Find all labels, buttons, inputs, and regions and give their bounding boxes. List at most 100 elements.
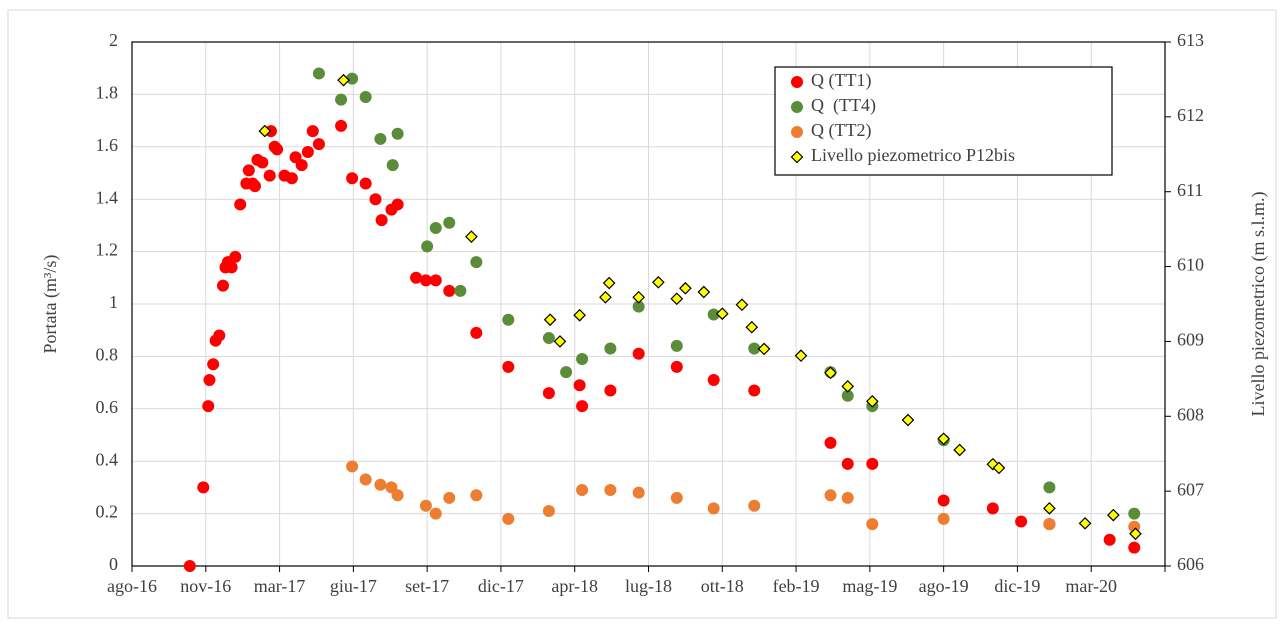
point xyxy=(470,489,483,502)
point xyxy=(285,172,298,185)
x-tick-label: ott-18 xyxy=(701,576,744,596)
point xyxy=(697,285,711,299)
point xyxy=(295,159,308,172)
y2-tick-label: 606 xyxy=(1177,554,1204,574)
point xyxy=(1128,507,1141,520)
point xyxy=(359,91,372,104)
point xyxy=(225,261,238,274)
point xyxy=(604,484,617,497)
point xyxy=(866,457,879,470)
point xyxy=(301,146,314,159)
point xyxy=(359,473,372,486)
point xyxy=(632,300,645,313)
y-tick-label: 1.8 xyxy=(96,83,119,103)
point xyxy=(632,347,645,360)
point xyxy=(454,284,467,297)
point xyxy=(937,432,950,446)
point xyxy=(429,507,442,520)
point xyxy=(335,93,348,106)
y2-tick-label: 608 xyxy=(1177,404,1204,424)
point xyxy=(337,73,350,87)
point xyxy=(599,290,612,304)
point xyxy=(1043,518,1056,531)
x-tick-label: mar-17 xyxy=(254,576,306,596)
point xyxy=(248,180,261,193)
point xyxy=(386,159,399,172)
point xyxy=(937,494,950,507)
point xyxy=(841,491,854,504)
point xyxy=(419,499,432,512)
point xyxy=(707,308,720,321)
x-tick-label: dic-19 xyxy=(994,576,1040,596)
point xyxy=(242,164,255,177)
point xyxy=(202,400,215,413)
point xyxy=(443,216,456,229)
point xyxy=(391,198,404,211)
point xyxy=(197,481,210,494)
point xyxy=(335,119,348,132)
point xyxy=(502,313,515,326)
point xyxy=(632,486,645,499)
y-tick-label: 2 xyxy=(109,30,118,50)
point xyxy=(937,512,950,525)
legend-label: Q (TT4) xyxy=(811,95,876,116)
point xyxy=(312,138,325,151)
point xyxy=(465,230,478,243)
legend-marker xyxy=(791,101,803,113)
point xyxy=(553,335,567,348)
point xyxy=(573,379,586,392)
point xyxy=(346,172,359,185)
marks xyxy=(183,67,1142,572)
point xyxy=(670,339,683,352)
point xyxy=(213,329,226,342)
point xyxy=(207,358,220,371)
point xyxy=(542,332,555,345)
point xyxy=(651,275,665,289)
y-tick-label: 1.6 xyxy=(96,135,119,155)
point xyxy=(748,342,761,355)
point xyxy=(419,274,432,287)
point xyxy=(421,240,434,253)
point xyxy=(470,326,483,339)
point xyxy=(306,125,319,138)
y-tick-label: 0 xyxy=(109,554,118,574)
point xyxy=(824,366,837,380)
point xyxy=(1103,533,1116,546)
y2-tick-label: 607 xyxy=(1177,479,1204,499)
y-tick-label: 1.4 xyxy=(96,187,119,207)
point xyxy=(901,413,915,427)
y-tick-label: 1.2 xyxy=(96,240,119,260)
y2-tick-label: 611 xyxy=(1177,180,1203,200)
point xyxy=(757,342,771,356)
point xyxy=(841,389,854,402)
y-axis-label: Portata (m³/s) xyxy=(40,255,61,354)
y2-tick-label: 609 xyxy=(1177,330,1204,350)
legend-box xyxy=(774,66,1113,176)
point xyxy=(707,373,720,386)
point xyxy=(1107,508,1120,522)
point xyxy=(443,491,456,504)
point xyxy=(576,353,589,366)
legend-marker xyxy=(791,76,803,88)
point xyxy=(502,512,515,525)
point xyxy=(374,478,387,491)
point xyxy=(1043,481,1056,494)
point xyxy=(604,342,617,355)
y-tick-label: 0.2 xyxy=(96,502,119,522)
point xyxy=(679,281,692,295)
point xyxy=(1129,527,1142,541)
x-tick-label: ago-19 xyxy=(919,576,969,596)
y2-tick-label: 612 xyxy=(1177,105,1204,125)
point xyxy=(229,250,242,263)
point xyxy=(374,132,387,145)
point xyxy=(1078,516,1092,530)
point xyxy=(346,460,359,473)
point xyxy=(1043,502,1056,515)
x-tick-label: nov-16 xyxy=(180,576,231,596)
legend-label: Q (TT1) xyxy=(811,70,871,91)
x-tick-label: dic-17 xyxy=(478,576,524,596)
x-tick-label: ago-16 xyxy=(107,576,157,596)
x-tick-label: giu-17 xyxy=(330,576,377,596)
point xyxy=(992,461,1006,475)
